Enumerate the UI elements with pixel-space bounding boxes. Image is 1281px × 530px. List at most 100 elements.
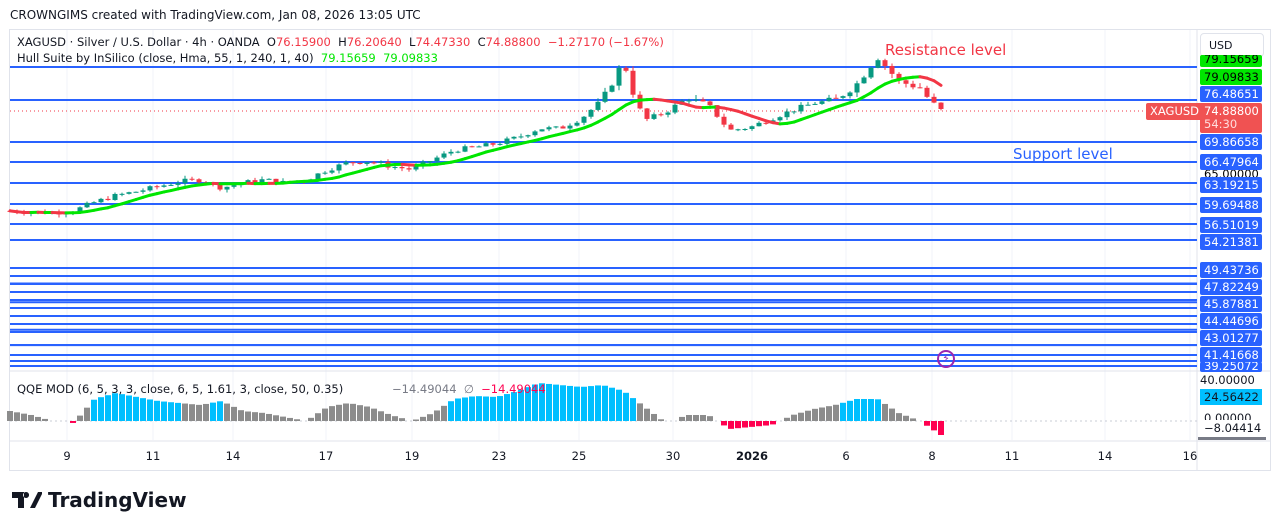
high-label: H [338,35,347,49]
candle-body [728,124,734,130]
qqe-legend[interactable]: QQE MOD (6, 5, 3, 3, close, 6, 5, 1.61, … [17,382,344,396]
qqe-bar [7,411,13,421]
candle-body [126,192,132,194]
candle-body [938,102,944,109]
price-level-label: 49.43736 [1200,262,1262,278]
candle-body [630,70,636,95]
time-tick-label: 2026 [735,449,769,463]
qqe-bar [427,414,433,421]
price-level-label: 54.21381 [1200,234,1262,250]
qqe-bar [413,419,419,421]
qqe-bar [560,385,566,421]
qqe-bar [518,389,524,421]
qqe-bar [231,406,237,421]
candle-body [483,143,489,147]
qqe-bar [693,415,699,421]
hull-top-label: 79.15659 [1200,55,1262,67]
qqe-bar [434,410,440,421]
candle-body [273,178,279,184]
qqe-bar [623,392,629,421]
candle-body [168,184,174,186]
candle-body [315,173,321,180]
candle-body [392,166,398,168]
qqe-bar [280,416,286,421]
currency-selector[interactable]: USD [1200,33,1264,57]
candle-body [546,127,552,130]
candle-body [119,193,125,195]
candle-body [693,99,699,101]
qqe-bar [504,394,510,421]
hull-legend[interactable]: Hull Suite by InSilico (close, Hma, 55, … [17,51,438,65]
candle-body [847,92,853,97]
candle-body [147,186,153,191]
symbol-legend[interactable]: XAGUSD · Silver / U.S. Dollar · 4h · OAN… [17,35,664,49]
qqe-bar [469,396,475,421]
time-tick-label: 19 [404,449,420,463]
qqe-bar [378,411,384,421]
candle-body [560,126,566,129]
qqe-bar [763,421,769,426]
support-annotation[interactable]: Support level [1013,145,1113,163]
candle-body [343,162,349,165]
qqe-bar [735,421,741,429]
tradingview-logo[interactable]: TradingView [12,488,187,512]
high-value: 76.20640 [346,35,402,49]
overlapped-price-label: 65.00000 [1204,170,1262,177]
resistance-annotation[interactable]: Resistance level [885,41,1007,59]
candle-body [721,116,727,125]
qqe-bar [574,386,580,421]
qqe-bar [784,417,790,421]
candle-body [357,162,363,164]
qqe-bar [336,404,342,421]
time-tick-label: 30 [665,449,681,463]
qqe-bar [119,394,125,421]
candle-body [553,126,559,128]
candle-body [651,114,657,119]
qqe-bar [98,397,104,421]
qqe-bar [511,392,517,421]
osc-value-label: 24.56422 [1200,389,1262,405]
candle-body [434,157,440,162]
candle-body [378,161,384,163]
candle-body [917,87,923,89]
qqe-bar [28,414,34,421]
candle-body [427,161,433,163]
qqe-bar [385,413,391,421]
candle-body [91,202,97,204]
candle-body [336,164,342,171]
candle-body [749,126,755,130]
qqe-bar [679,416,685,421]
close-label: C [477,35,486,49]
candle-body [812,103,818,105]
candle-body [756,122,762,127]
low-value: 74.47330 [415,35,471,49]
qqe-bar [840,402,846,421]
qqe-bar [889,408,895,421]
qqe-values: −14.49044 ∅ −14.49044 [392,382,546,396]
qqe-bar [602,385,608,421]
qqe-bar [875,399,881,421]
candle-body [490,143,496,145]
candle-body [644,108,650,119]
qqe-bar [147,399,153,421]
qqe-bar [203,403,209,421]
lightning-icon[interactable]: ⚡ [937,350,955,368]
qqe-bar [525,387,531,421]
qqe-bar [217,401,223,421]
qqe-bar [287,417,293,421]
hull-price-label: 79.09833 [1200,69,1262,85]
last-price: 74.88800 [1204,104,1259,118]
qqe-bar [392,416,398,421]
qqe-bar [350,403,356,421]
candle-body [266,178,272,180]
qqe-bar [77,415,83,421]
candle-body [77,207,83,213]
price-level-label: 44.44696 [1200,313,1262,329]
candle-body [602,91,608,102]
low-label: L [409,35,416,49]
candle-body [742,129,748,131]
qqe-null-symbol: ∅ [463,382,474,396]
qqe-bar [224,403,230,421]
bar-countdown: 54:30 [1204,117,1238,131]
